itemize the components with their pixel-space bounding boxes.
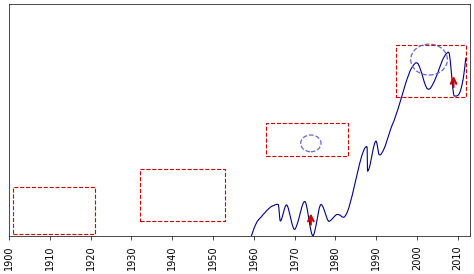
- Bar: [140, 169, 225, 221]
- Bar: [266, 123, 347, 156]
- Bar: [13, 187, 95, 234]
- Bar: [396, 45, 466, 97]
